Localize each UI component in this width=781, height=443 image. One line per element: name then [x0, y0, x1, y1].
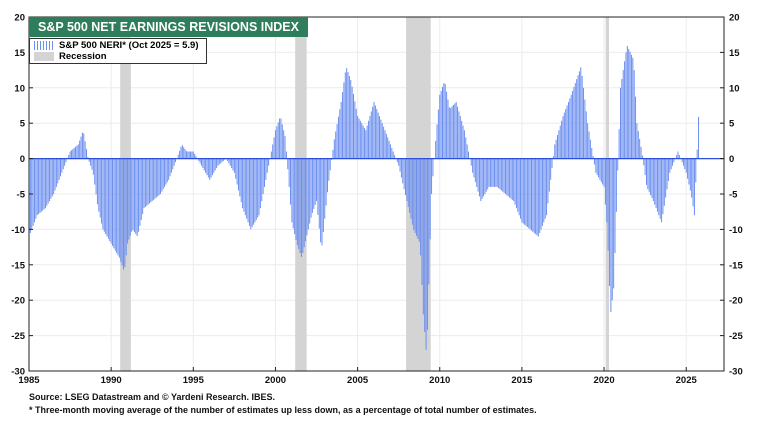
source-note: Source: LSEG Datastream and © Yardeni Re… [29, 392, 276, 402]
recession-band [406, 17, 431, 371]
y-tick-label-right: -30 [729, 367, 743, 378]
y-tick-label-left: 10 [14, 83, 25, 94]
x-tick-label: 1985 [18, 375, 40, 386]
y-axis-left: 20 15 10 5 0 -5 -10 -15 -20 -25 -30 [11, 13, 33, 378]
y-tick-label-right: 20 [729, 13, 740, 24]
y-tick-label-right: 5 [729, 119, 735, 130]
y-tick-label-right: -10 [729, 225, 743, 236]
y-tick-label-left: 0 [20, 154, 25, 165]
y-tick-label-left: 20 [14, 13, 25, 24]
footnote: * Three-month moving average of the numb… [29, 405, 537, 415]
y-tick-label-right: 10 [729, 83, 740, 94]
legend-label-neri: S&P 500 NERI* (Oct 2025 = 5.9) [59, 40, 199, 51]
recession-band [605, 17, 609, 371]
x-tick-label: 1995 [183, 375, 205, 386]
y-tick-label-left: 5 [20, 119, 26, 130]
recession-band [120, 17, 131, 371]
recession-shading [120, 17, 609, 371]
y-tick-label-right: 15 [729, 48, 740, 59]
legend-label-recession: Recession [59, 51, 107, 62]
x-tick-label: 2010 [429, 375, 450, 386]
x-tick-label: 2020 [593, 375, 614, 386]
legend-item-recession: Recession [34, 51, 107, 62]
recession-band [295, 17, 307, 371]
y-tick-label-left: -15 [11, 260, 25, 271]
y-axis-right: 20 15 10 5 0 -5 -10 -15 -20 -25 -30 [720, 13, 743, 378]
y-tick-label-right: -5 [729, 190, 738, 201]
y-tick-label-right: -20 [729, 296, 743, 307]
x-tick-label: 2005 [347, 375, 369, 386]
x-tick-label: 2000 [265, 375, 286, 386]
x-axis: 1985 1990 1995 2000 2005 2010 2015 2020 2025 [18, 367, 697, 386]
y-tick-label-left: -20 [11, 296, 25, 307]
y-tick-label-left: -5 [17, 190, 26, 201]
legend-item-neri: S&P 500 NERI* (Oct 2025 = 5.9) [34, 40, 199, 51]
neri-bars [28, 45, 700, 350]
y-tick-label-left: 15 [14, 48, 25, 59]
y-tick-label-right: 0 [729, 154, 734, 165]
x-tick-label: 2015 [511, 375, 533, 386]
x-tick-label: 2025 [676, 375, 698, 386]
legend-swatch-neri [34, 41, 54, 50]
legend-swatch-recession [34, 52, 54, 61]
y-tick-label-left: -10 [11, 225, 25, 236]
y-tick-label-right: -25 [729, 331, 743, 342]
y-tick-label-left: -30 [11, 367, 25, 378]
legend: S&P 500 NERI* (Oct 2025 = 5.9) Recession [29, 38, 207, 64]
chart-title: S&P 500 NET EARNINGS REVISIONS INDEX [29, 17, 308, 37]
y-tick-label-left: -25 [11, 331, 25, 342]
x-tick-label: 1990 [101, 375, 122, 386]
y-tick-label-right: -15 [729, 260, 743, 271]
